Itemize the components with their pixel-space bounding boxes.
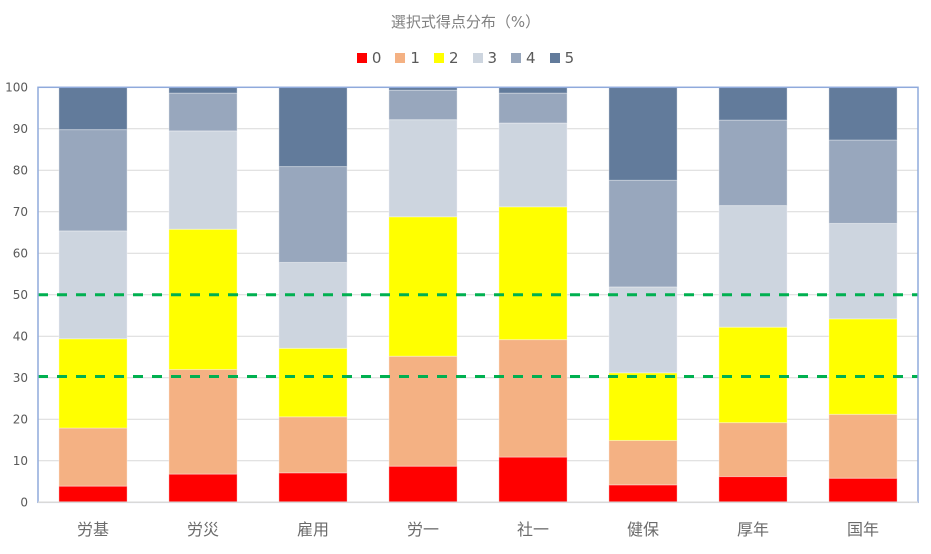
x-category-label: 労一 xyxy=(407,520,439,539)
legend-swatch xyxy=(395,53,406,63)
bar-segment-国年-4 xyxy=(828,139,898,224)
legend-label: 0 xyxy=(371,49,382,67)
y-tick-label: 20 xyxy=(13,412,28,426)
bar-segment-社一-0 xyxy=(498,456,568,503)
y-tick-label: 60 xyxy=(13,246,28,260)
bar-segment-健保-3 xyxy=(608,286,678,374)
x-category-label: 厚年 xyxy=(737,520,769,539)
bar-segment-労基-5 xyxy=(58,86,128,131)
legend-item-0: 0 xyxy=(356,49,382,67)
bar-segment-国年-2 xyxy=(828,318,898,415)
bar-segment-国年-1 xyxy=(828,413,898,479)
bar-segment-厚年-2 xyxy=(718,326,788,424)
bar-segment-雇用-4 xyxy=(278,166,348,263)
bar-segment-健保-0 xyxy=(608,484,678,503)
bar-segment-雇用-5 xyxy=(278,86,348,168)
chart-title: 選択式得点分布（%） xyxy=(390,13,541,31)
legend-swatch xyxy=(472,53,483,63)
legend: 0 1 2 3 4 5 xyxy=(0,49,931,67)
legend-label: 5 xyxy=(564,49,575,67)
bar-segment-厚年-1 xyxy=(718,422,788,478)
bar-segment-労一-3 xyxy=(388,119,458,218)
bar-segment-労災-4 xyxy=(168,92,238,132)
x-category-label: 労災 xyxy=(187,520,219,539)
bar-segment-健保-2 xyxy=(608,372,678,441)
y-tick-label: 100 xyxy=(5,80,28,94)
y-tick-label: 80 xyxy=(13,163,28,177)
bar-segment-労一-2 xyxy=(388,216,458,357)
bar-segment-雇用-2 xyxy=(278,347,348,418)
bar-segment-厚年-3 xyxy=(718,205,788,328)
legend-label: 4 xyxy=(526,49,536,67)
bar-segment-国年-0 xyxy=(828,477,898,503)
bar-segment-社一-4 xyxy=(498,92,568,124)
bar-segment-健保-1 xyxy=(608,439,678,486)
legend-swatch xyxy=(356,53,367,63)
bar-segment-労基-0 xyxy=(58,485,128,503)
bar-segment-国年-3 xyxy=(828,222,898,320)
legend-item-2: 2 xyxy=(433,49,459,67)
legend-item-4: 4 xyxy=(511,49,536,67)
bar-segment-労一-0 xyxy=(388,465,458,503)
y-tick-label: 10 xyxy=(13,454,28,468)
x-category-label: 社一 xyxy=(517,520,549,539)
y-tick-label: 90 xyxy=(13,122,28,136)
x-category-label: 健保 xyxy=(627,520,659,539)
bar-segment-労一-1 xyxy=(388,355,458,467)
legend-label: 3 xyxy=(487,49,498,67)
y-tick-label: 70 xyxy=(13,205,28,219)
bar-segment-雇用-1 xyxy=(278,416,348,474)
x-category-label: 労基 xyxy=(77,520,109,539)
bar-segment-労基-2 xyxy=(58,338,128,429)
bar-segment-社一-3 xyxy=(498,122,568,208)
bar-segment-労基-1 xyxy=(58,427,128,487)
bar-segment-国年-5 xyxy=(828,86,898,141)
bar-segment-厚年-5 xyxy=(718,86,788,121)
y-tick-label: 50 xyxy=(13,288,28,302)
bar-segment-健保-5 xyxy=(608,86,678,181)
y-tick-label: 30 xyxy=(13,371,28,385)
legend-swatch xyxy=(549,53,560,63)
y-tick-label: 0 xyxy=(20,495,28,509)
bar-segment-雇用-0 xyxy=(278,472,348,503)
legend-item-3: 3 xyxy=(472,49,498,67)
legend-swatch xyxy=(511,53,522,63)
bar-segment-社一-1 xyxy=(498,339,568,458)
bar-segment-労災-1 xyxy=(168,369,238,475)
y-tick-label: 40 xyxy=(13,329,28,343)
legend-item-1: 1 xyxy=(395,49,420,67)
bar-segment-厚年-0 xyxy=(718,476,788,503)
bar-segment-労基-4 xyxy=(58,129,128,232)
bar-segment-健保-4 xyxy=(608,179,678,288)
bar-segment-労災-5 xyxy=(168,86,238,94)
bar-segment-労災-2 xyxy=(168,228,238,370)
legend-label: 1 xyxy=(410,49,420,67)
bar-segment-厚年-4 xyxy=(718,119,788,207)
x-category-label: 雇用 xyxy=(297,520,329,539)
legend-swatch xyxy=(433,53,444,63)
bar-segment-社一-2 xyxy=(498,206,568,341)
legend-label: 2 xyxy=(448,49,459,67)
bar-segment-雇用-3 xyxy=(278,261,348,349)
bar-segment-労一-4 xyxy=(388,89,458,121)
bar-segment-労基-3 xyxy=(58,230,128,340)
legend-item-5: 5 xyxy=(549,49,575,67)
x-category-label: 国年 xyxy=(847,520,879,539)
bar-segment-労災-0 xyxy=(168,473,238,503)
bar-segment-労災-3 xyxy=(168,130,238,230)
bar-segment-社一-5 xyxy=(498,86,568,94)
